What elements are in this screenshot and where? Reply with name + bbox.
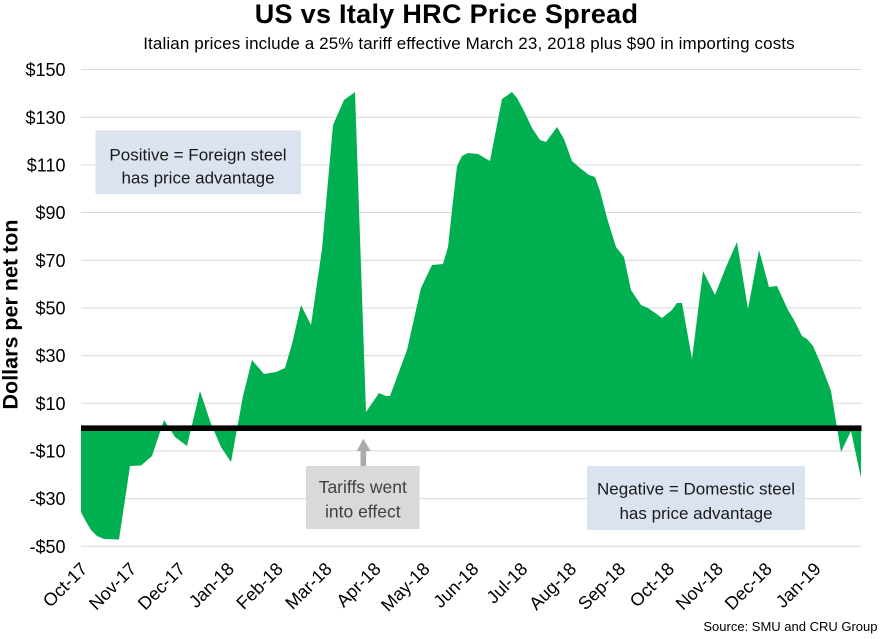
svg-text:has price advantage: has price advantage	[121, 169, 274, 188]
svg-text:$30: $30	[35, 346, 65, 366]
svg-text:-$30: -$30	[29, 489, 65, 509]
svg-text:-$10: -$10	[29, 442, 65, 462]
svg-text:$10: $10	[35, 394, 65, 414]
svg-text:Tariffs went: Tariffs went	[319, 477, 407, 497]
svg-text:Positive = Foreign steel: Positive = Foreign steel	[109, 145, 286, 164]
svg-text:has price advantage: has price advantage	[619, 504, 772, 523]
svg-text:Source: SMU and CRU Group: Source: SMU and CRU Group	[703, 619, 877, 634]
svg-text:$150: $150	[25, 60, 65, 80]
svg-text:$110: $110	[27, 156, 66, 176]
svg-text:Italian prices include a 25% t: Italian prices include a 25% tariff effe…	[143, 34, 795, 53]
svg-text:-$50: -$50	[29, 537, 65, 557]
svg-text:US vs Italy HRC Price Spread: US vs Italy HRC Price Spread	[255, 0, 639, 29]
svg-text:into effect: into effect	[325, 502, 401, 522]
svg-text:$90: $90	[35, 203, 65, 223]
svg-text:Negative = Domestic steel: Negative = Domestic steel	[597, 479, 795, 498]
svg-text:$130: $130	[25, 108, 65, 128]
svg-text:$50: $50	[35, 299, 65, 319]
svg-text:Dollars per net ton: Dollars per net ton	[0, 220, 23, 410]
svg-text:$70: $70	[35, 251, 65, 271]
